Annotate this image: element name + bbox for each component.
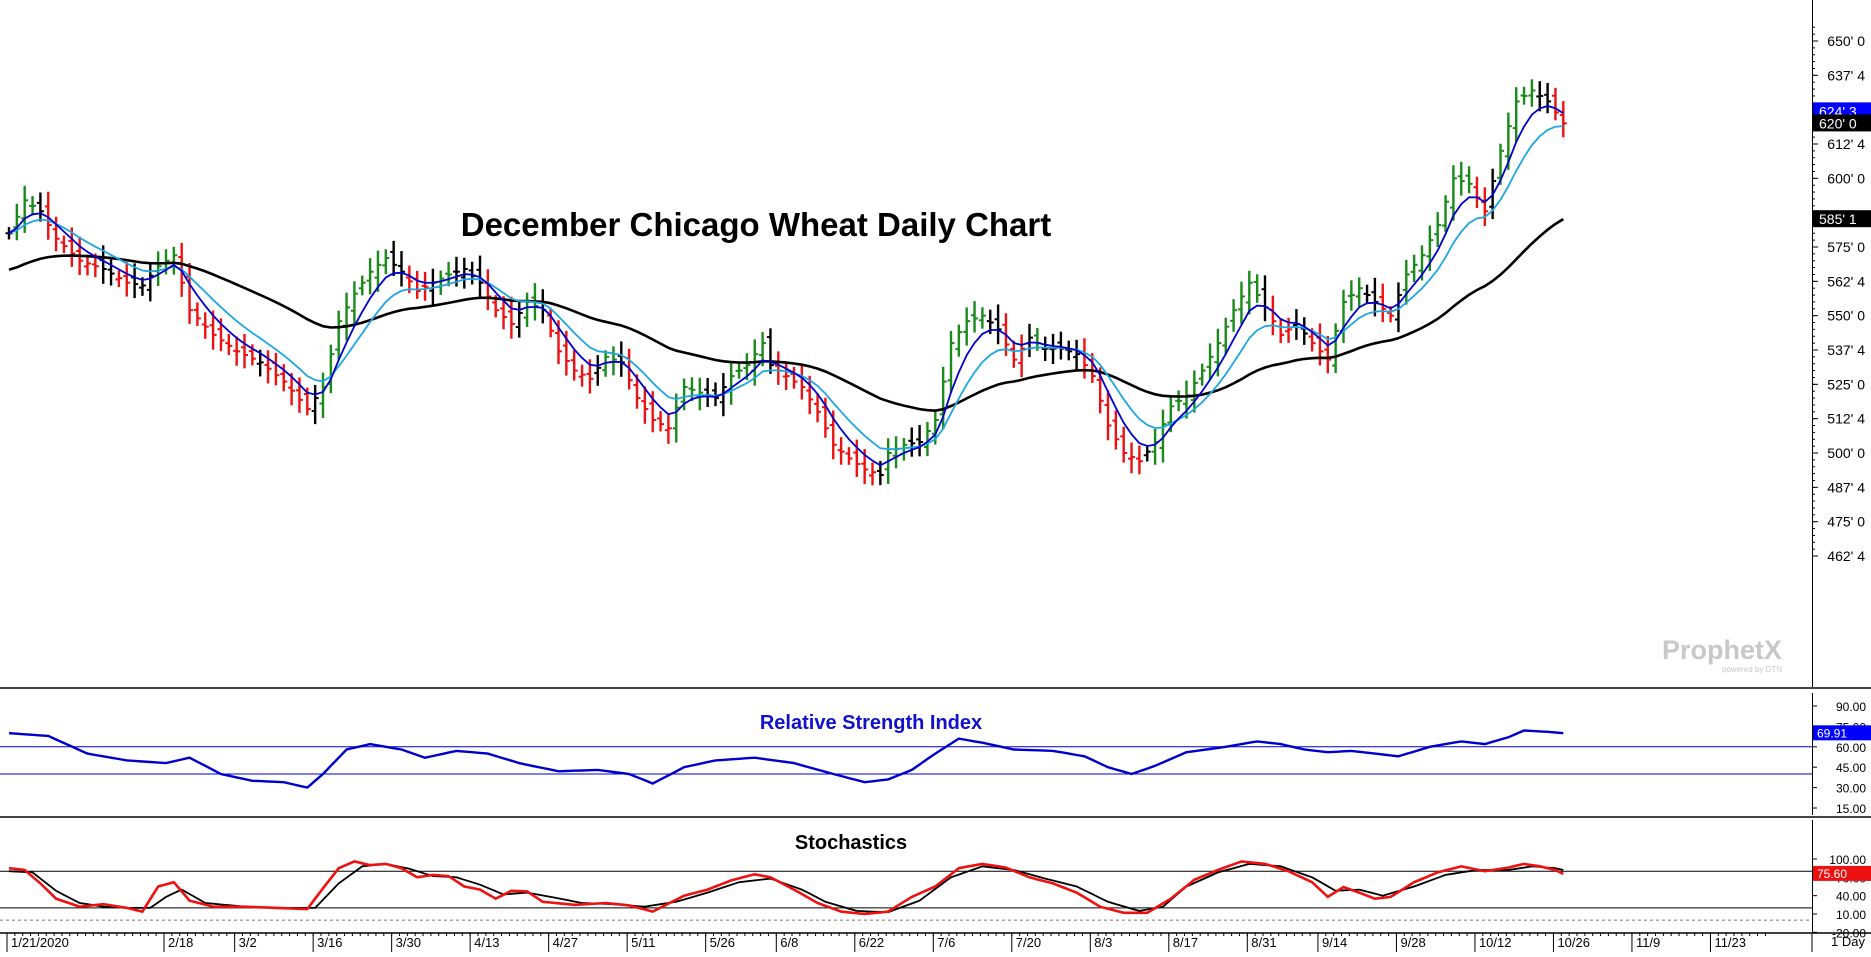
price-tick-label: 512' 4 [1827,411,1865,427]
date-axis: 1/21/2020 2/18 3/2 3/16 3/30 4/13 4/27 5/11 5/26… [0,932,1871,952]
stochastics-tick-label: 40.00 [1836,890,1866,904]
price-tag-label: 620' 0 [1819,115,1857,131]
date-tick-label: 3/30 [396,935,421,950]
date-tick-label: 11/9 [1636,935,1660,950]
date-tick-label: 5/26 [710,935,735,950]
rsi-tick-label: 30.00 [1836,782,1866,796]
date-tick-label: 5/11 [631,935,655,950]
stochastics-tick-label: 10.00 [1836,908,1866,922]
date-tick-label: 4/13 [474,935,499,950]
stochastics-value-label: 75.60 [1817,867,1847,881]
price-tag-label: 585' 1 [1819,211,1857,227]
date-tick-label: 3/16 [317,935,342,950]
price-tick-label: 487' 4 [1827,479,1865,495]
long-moving-average-line [8,217,1564,413]
date-tick-label: 7/20 [1016,935,1041,950]
date-tick-label: 1/21/2020 [11,935,69,950]
price-tick-label: 562' 4 [1827,273,1865,289]
moving-averages [8,105,1564,467]
stochastics-axis-line [1812,820,1813,933]
stochastics-k-line [8,860,1564,916]
price-tick-label: 600' 0 [1827,170,1865,186]
date-tick-label: 10/12 [1479,935,1512,950]
price-axis-line [1812,0,1813,688]
rsi-value-tag [1813,725,1871,741]
date-tick-label: 2/18 [168,935,193,950]
rsi-line [8,729,1564,789]
rsi-axis-line [1812,693,1813,815]
price-tick-label: 612' 4 [1827,136,1865,152]
price-tick-label: 650' 0 [1827,33,1865,49]
price-tag-box [1813,114,1871,132]
date-tick-label: 11/23 [1714,935,1746,950]
date-tick-label: 8/17 [1173,935,1198,950]
date-tick-label: 6/8 [780,935,798,950]
rsi-value-label: 69.91 [1817,726,1847,740]
price-tick-label: 550' 0 [1827,308,1865,324]
date-tick-label: 9/28 [1400,935,1425,950]
stochastics-tick-label: 100.00 [1829,853,1866,867]
price-tag-box [1813,210,1871,228]
rsi-title: Relative Strength Index [760,712,982,734]
date-tick-label: 8/3 [1094,935,1112,950]
date-tick-label: 6/22 [859,935,884,950]
price-panel[interactable]: 650' 0 637' 4 612' 4 600' 0 575' 0 562' 4 550'… [0,0,1871,689]
prophetx-watermark: ProphetX powered by DTN [1662,635,1782,674]
interval-label: 1 Day [1831,934,1865,949]
rsi-tick-label: 90.00 [1836,700,1866,714]
fast-moving-average-line [8,105,1564,467]
price-tick-label: 500' 0 [1827,445,1865,461]
price-tick-label: 475' 0 [1827,514,1865,530]
price-tick-label: 637' 4 [1827,67,1865,83]
rsi-tick-label: 15.00 [1836,802,1866,816]
price-tick-label: 462' 4 [1827,548,1865,564]
date-tick-label: 10/26 [1557,935,1590,950]
watermark-text: ProphetX [1662,635,1782,665]
date-tick-label: 3/2 [239,935,257,950]
rsi-tick-label: 45.00 [1836,761,1866,775]
date-tick-label: 4/27 [553,935,578,950]
price-tick-label: 525' 0 [1827,376,1865,392]
chart-title: December Chicago Wheat Daily Chart [461,206,1052,243]
date-tick-label: 9/14 [1322,935,1347,950]
watermark-subtext: powered by DTN [1722,665,1782,674]
slow-moving-average-line [8,125,1564,451]
stochastics-value-tag [1813,865,1871,881]
price-tick-label: 537' 4 [1827,342,1865,358]
rsi-tick-label: 60.00 [1836,741,1866,755]
date-tick-label: 7/6 [937,935,955,950]
date-tick-label: 8/31 [1251,935,1276,950]
stochastics-title: Stochastics [795,832,907,854]
price-tick-label: 575' 0 [1827,239,1865,255]
